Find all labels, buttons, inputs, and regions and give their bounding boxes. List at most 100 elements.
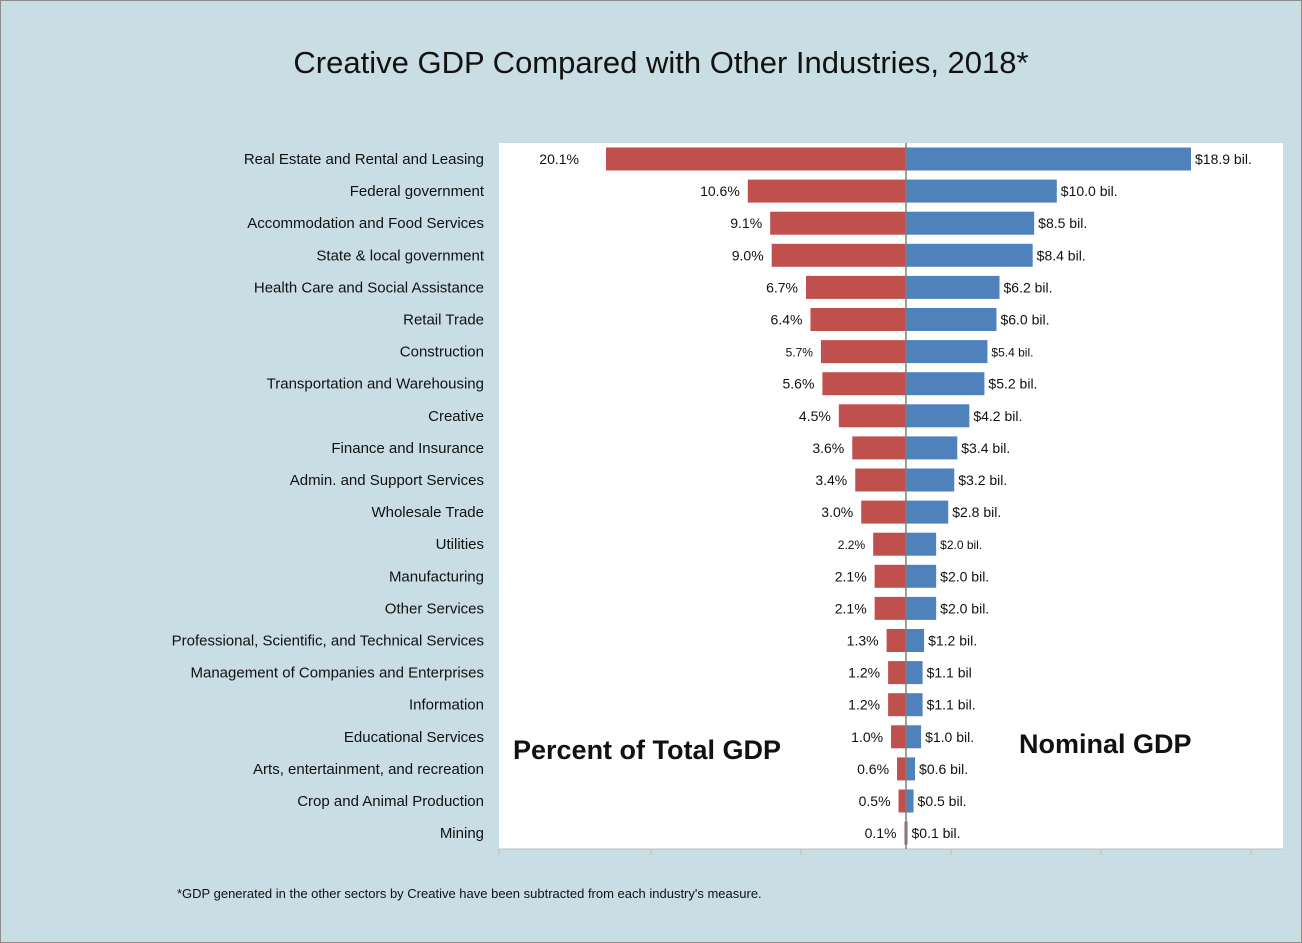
category-label: Accommodation and Food Services <box>247 215 484 232</box>
percent-data-label: 3.0% <box>821 504 853 520</box>
percent-data-label: 9.1% <box>730 215 762 231</box>
percent-data-label: 1.2% <box>848 665 880 681</box>
category-label: Arts, entertainment, and recreation <box>253 761 484 778</box>
nominal-data-label: $0.5 bil. <box>918 793 967 809</box>
nominal-data-label: $0.6 bil. <box>919 761 968 777</box>
nominal-bar <box>906 436 958 460</box>
percent-bar <box>888 661 906 685</box>
nominal-bar <box>906 340 988 364</box>
percent-data-label: 20.1% <box>539 151 579 167</box>
category-label: Real Estate and Rental and Leasing <box>244 151 484 168</box>
percent-data-label: 0.6% <box>857 761 889 777</box>
chart-title: Creative GDP Compared with Other Industr… <box>293 45 1029 80</box>
footnote: *GDP generated in the other sectors by C… <box>177 886 762 901</box>
percent-bar <box>898 789 906 813</box>
nominal-data-label: $2.8 bil. <box>952 504 1001 520</box>
category-label: Information <box>409 697 484 714</box>
category-label: Finance and Insurance <box>331 440 484 457</box>
percent-data-label: 1.3% <box>847 633 879 649</box>
percent-data-label: 2.1% <box>835 600 867 616</box>
category-label: Retail Trade <box>403 312 484 329</box>
percent-bar <box>874 596 906 620</box>
nominal-data-label: $1.1 bil <box>927 665 972 681</box>
nominal-data-label: $18.9 bil. <box>1195 151 1252 167</box>
percent-data-label: 1.2% <box>848 697 880 713</box>
category-label: Utilities <box>436 536 484 553</box>
nominal-data-label: $1.2 bil. <box>928 633 977 649</box>
nominal-side-label: Nominal GDP <box>1019 729 1192 759</box>
percent-data-label: 3.6% <box>812 440 844 456</box>
percent-bar <box>770 211 906 235</box>
category-label: Admin. and Support Services <box>290 472 484 489</box>
percent-data-label: 9.0% <box>732 247 764 263</box>
category-label: Transportation and Warehousing <box>267 376 484 393</box>
nominal-data-label: $3.4 bil. <box>961 440 1010 456</box>
category-label: Crop and Animal Production <box>297 793 484 810</box>
nominal-bar <box>906 821 908 845</box>
category-label: Creative <box>428 408 484 425</box>
nominal-bar <box>906 725 922 749</box>
percent-data-label: 0.1% <box>865 825 897 841</box>
percent-bar <box>861 500 906 524</box>
percent-bar <box>888 693 906 717</box>
percent-data-label: 0.5% <box>859 793 891 809</box>
nominal-data-label: $8.5 bil. <box>1038 215 1087 231</box>
nominal-bar <box>906 308 997 331</box>
nominal-data-label: $0.1 bil. <box>912 825 961 841</box>
category-label: Other Services <box>385 600 484 617</box>
percent-data-label: 10.6% <box>700 183 740 199</box>
nominal-bar <box>906 564 937 588</box>
nominal-bar <box>906 596 937 620</box>
nominal-data-label: $4.2 bil. <box>973 408 1022 424</box>
percent-data-label: 5.6% <box>782 376 814 392</box>
nominal-data-label: $1.1 bil. <box>927 697 976 713</box>
percent-bar <box>852 436 906 460</box>
percent-data-label: 6.7% <box>766 279 798 295</box>
nominal-bar <box>906 532 937 556</box>
nominal-bar <box>906 500 949 524</box>
nominal-bar <box>906 661 923 685</box>
nominal-bar <box>906 693 923 717</box>
nominal-data-label: $10.0 bil. <box>1061 183 1118 199</box>
percent-bar <box>873 532 906 556</box>
percent-data-label: 2.2% <box>838 538 866 552</box>
category-label: Management of Companies and Enterprises <box>191 665 485 682</box>
percent-bar <box>820 340 906 364</box>
category-label: Professional, Scientific, and Technical … <box>172 633 484 650</box>
nominal-data-label: $3.2 bil. <box>958 472 1007 488</box>
nominal-bar <box>906 629 925 652</box>
category-label: State & local government <box>316 247 484 264</box>
category-label: Wholesale Trade <box>371 504 484 521</box>
nominal-bar <box>906 243 1033 267</box>
nominal-bar <box>906 468 955 492</box>
percent-bar <box>874 564 906 588</box>
category-label: Federal government <box>350 183 485 200</box>
percent-data-label: 3.4% <box>815 472 847 488</box>
nominal-bar <box>906 179 1057 203</box>
percent-bar <box>806 275 906 299</box>
percent-bar <box>886 629 906 652</box>
percent-data-label: 2.1% <box>835 568 867 584</box>
nominal-data-label: $2.0 bil. <box>940 568 989 584</box>
percent-bar <box>891 725 906 749</box>
percent-data-label: 4.5% <box>799 408 831 424</box>
percent-side-label: Percent of Total GDP <box>513 735 781 765</box>
percent-bar <box>822 372 906 396</box>
nominal-data-label: $2.0 bil. <box>940 600 989 616</box>
percent-data-label: 6.4% <box>771 312 803 328</box>
percent-bar <box>838 404 906 428</box>
percent-data-label: 1.0% <box>851 729 883 745</box>
category-label: Manufacturing <box>389 568 484 585</box>
percent-bar <box>897 757 906 781</box>
nominal-data-label: $6.0 bil. <box>1000 312 1049 328</box>
nominal-data-label: $5.4 bil. <box>991 346 1033 360</box>
nominal-data-label: $1.0 bil. <box>925 729 974 745</box>
category-label: Educational Services <box>344 729 484 746</box>
nominal-bar <box>906 404 970 428</box>
nominal-bar <box>906 275 1000 299</box>
nominal-bar <box>906 147 1191 171</box>
percent-bar <box>855 468 906 492</box>
nominal-data-label: $2.0 bil. <box>940 538 982 552</box>
category-label: Construction <box>400 344 484 361</box>
